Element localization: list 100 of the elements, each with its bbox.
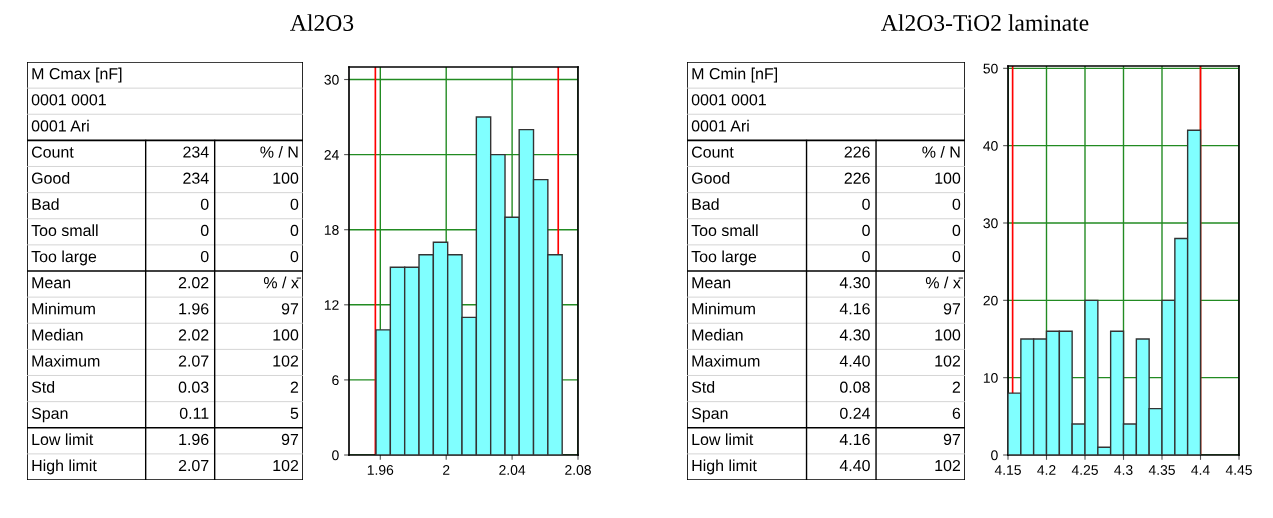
x-tick-label: 2.08 — [565, 465, 591, 475]
y-tick-label: 12 — [324, 300, 339, 310]
text: 2.02 — [178, 277, 209, 289]
text: Good — [691, 172, 730, 184]
x-tick-label: 2.04 — [499, 465, 526, 475]
text: 0 — [200, 250, 209, 263]
text: 2.07 — [178, 459, 209, 472]
x-tick-label: 2 — [443, 465, 450, 475]
text: 4.40 — [839, 355, 870, 367]
text: 100 — [273, 329, 299, 341]
text: 5 — [290, 407, 299, 419]
text: 100 — [935, 172, 961, 184]
text: Count — [691, 146, 734, 158]
text: Maximum — [692, 354, 760, 367]
text: 4.30 — [839, 277, 870, 289]
text: 0 — [290, 198, 299, 210]
text: 0001 Ari — [31, 119, 89, 132]
text: Span — [31, 407, 68, 423]
text: 2.02 — [178, 329, 209, 341]
text: Std — [691, 381, 715, 393]
text: 4.16 — [839, 433, 870, 446]
text: Low limit — [692, 433, 754, 446]
text: Too large — [31, 250, 97, 266]
text: 0.03 — [178, 381, 209, 393]
text: 1.96 — [179, 303, 209, 315]
text: Bad — [32, 198, 59, 210]
text: Minimum — [32, 302, 95, 315]
text: 4.40 — [839, 459, 870, 472]
y-tick-label: 24 — [324, 149, 339, 160]
text: Minimum — [692, 302, 755, 315]
text: Bad — [692, 198, 719, 210]
x-tick-label: 4.3 — [1114, 465, 1133, 475]
text: 4.30 — [839, 329, 870, 341]
y-tick-label: 10 — [983, 373, 998, 383]
text: 0 — [200, 198, 209, 210]
text: 0 — [290, 250, 299, 263]
text: 0 — [200, 224, 209, 237]
text: % / x̄ — [925, 276, 963, 289]
text: Good — [31, 172, 70, 184]
text: Al2O3 — [290, 14, 354, 31]
text: 0001 Ari — [691, 119, 749, 132]
text: High limit — [692, 459, 757, 475]
text: 2 — [952, 381, 961, 393]
text: Al2O3-TiO2 laminate — [881, 14, 1089, 31]
text: % / N — [922, 145, 960, 158]
text: 0 — [862, 250, 870, 263]
text: 0001 0001 — [691, 94, 766, 106]
text: M Cmin [nF] — [692, 67, 777, 83]
text: 0001 0001 — [31, 94, 106, 106]
y-tick-label: 0 — [332, 450, 339, 461]
text: Too small — [31, 224, 98, 237]
text: 100 — [273, 172, 299, 184]
text: 0.08 — [840, 381, 870, 393]
text: 0 — [952, 250, 961, 263]
text: 102 — [935, 459, 961, 472]
text: 102 — [273, 355, 299, 367]
text: 234 — [183, 172, 209, 184]
y-tick-label: 40 — [983, 140, 998, 151]
x-tick-label: 4.4 — [1191, 465, 1210, 475]
x-tick-label: 4.25 — [1071, 465, 1098, 475]
y-tick-label: 0 — [991, 450, 998, 461]
y-tick-label: 18 — [324, 225, 339, 235]
text: 0 — [290, 224, 299, 237]
text: 0 — [862, 198, 870, 210]
text: 6 — [952, 407, 961, 419]
text: 0.11 — [179, 407, 209, 419]
text: 1.96 — [179, 433, 209, 446]
text: 0.24 — [840, 407, 871, 419]
text: 226 — [844, 146, 870, 158]
x-tick-label: 1.96 — [367, 465, 394, 475]
x-tick-label: 4.45 — [1225, 465, 1252, 475]
x-tick-label: 4.35 — [1148, 465, 1175, 475]
text: Median — [692, 328, 743, 341]
y-tick-label: 30 — [983, 218, 998, 229]
text: 102 — [273, 459, 299, 472]
text: Count — [31, 146, 74, 158]
x-tick-label: 4.2 — [1037, 465, 1056, 475]
text: 0 — [862, 224, 870, 237]
text: 2 — [290, 381, 299, 393]
text: % / x̄ — [263, 276, 301, 289]
text: Mean — [692, 277, 731, 289]
text: M Cmax [nF] — [32, 67, 122, 83]
text: 102 — [935, 355, 961, 367]
text: High limit — [32, 459, 97, 475]
text: 226 — [844, 172, 870, 184]
text: 97 — [943, 433, 961, 446]
text: 97 — [281, 303, 299, 315]
text: 97 — [281, 433, 299, 446]
text: % / N — [260, 145, 298, 158]
text: Too small — [691, 224, 758, 237]
text: Low limit — [32, 433, 94, 446]
text: 97 — [943, 303, 961, 315]
text: 0 — [952, 224, 961, 237]
text: Maximum — [32, 354, 100, 367]
text: 100 — [935, 329, 961, 341]
text: Median — [32, 328, 83, 341]
text: Span — [691, 407, 728, 423]
text: Too large — [691, 250, 757, 266]
y-tick-label: 50 — [983, 63, 998, 74]
text: 4.16 — [839, 303, 870, 315]
